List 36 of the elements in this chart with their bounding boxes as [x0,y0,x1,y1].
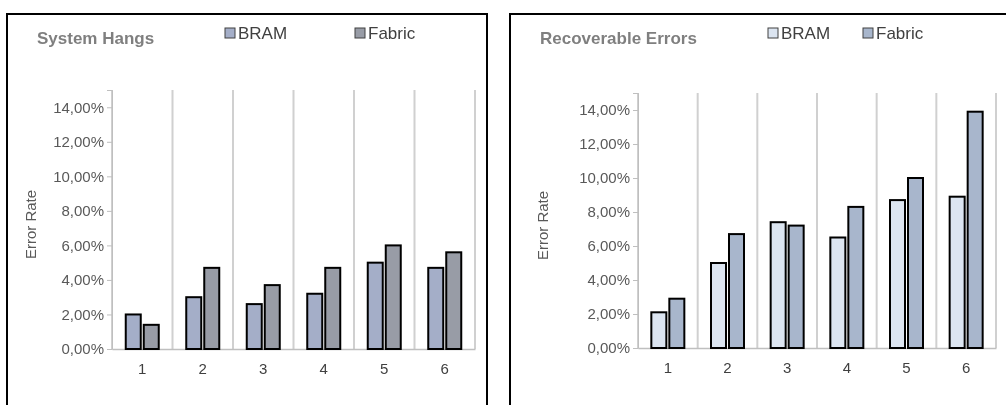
x-tick-label: 6 [961,358,971,376]
x-tick-label: 2 [198,359,207,377]
x-tick-label: 1 [663,358,673,376]
x-tick-label: 5 [902,358,911,376]
x-tick-label: 4 [842,358,852,376]
y-tick-label: 8,00% [587,203,630,221]
y-tick-label: 12,00% [579,135,630,153]
y-axis-title: Error Rate [534,190,551,261]
chart-title: Recoverable Errors [540,29,697,48]
y-tick-label: 10,00% [53,167,104,185]
y-tick-label: 12,00% [53,133,104,151]
x-tick-label: 4 [319,359,328,377]
x-tick-label: 3 [259,359,268,377]
x-tick-label: 3 [782,358,792,376]
x-tick-label: 1 [138,359,147,377]
y-tick-label: 10,00% [579,169,630,187]
y-axis-title: Error Rate [22,189,39,260]
y-tick-label: 4,00% [587,271,630,289]
y-tick-label: 14,00% [579,101,630,119]
legend-label: BRAM [781,23,831,43]
y-tick-label: 8,00% [61,202,104,220]
y-tick-label: 4,00% [61,271,104,289]
legend-label: BRAM [238,23,288,43]
x-tick-label: 2 [723,358,732,376]
y-tick-label: 0,00% [587,339,630,357]
y-tick-label: 2,00% [61,305,104,323]
chart-title: System Hangs [37,29,155,48]
y-tick-label: 6,00% [61,236,104,254]
y-tick-label: 0,00% [61,340,104,358]
x-tick-label: 6 [440,359,449,377]
x-tick-label: 5 [380,359,389,377]
legend-label: Fabric [876,23,924,43]
legend-label: Fabric [368,23,416,43]
y-tick-label: 14,00% [53,98,104,116]
y-tick-label: 2,00% [587,305,630,323]
y-tick-label: 6,00% [587,237,630,255]
